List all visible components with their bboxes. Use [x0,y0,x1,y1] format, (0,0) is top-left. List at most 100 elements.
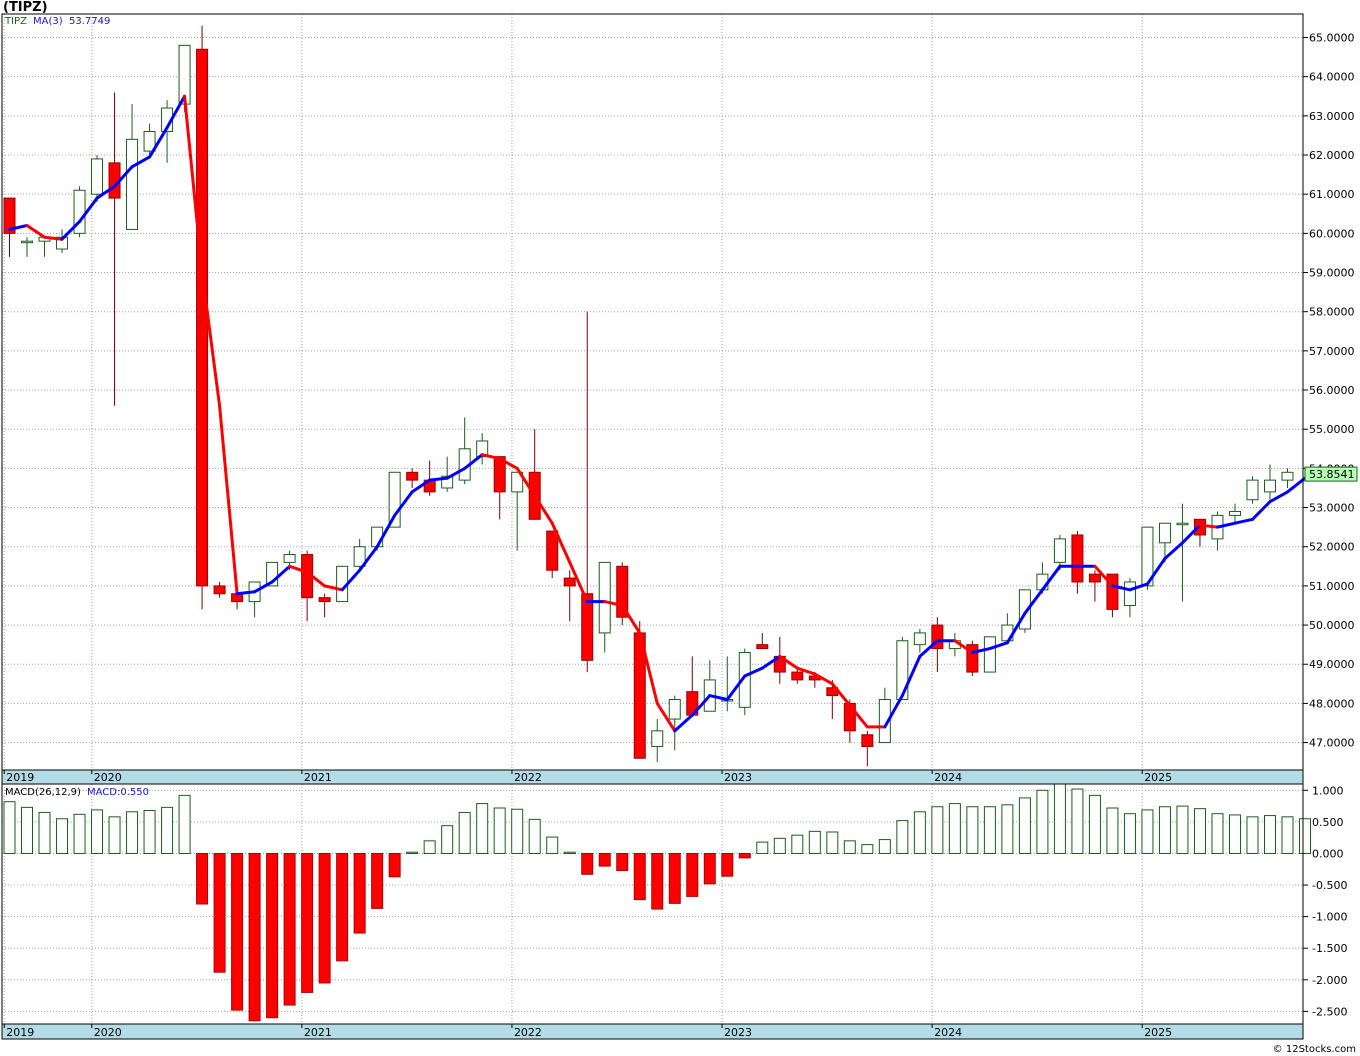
candle [598,561,611,653]
ma-segment [60,220,82,241]
candle-body-up [283,554,296,563]
candle-body-up [1176,522,1189,526]
macd-bar-positive [1123,813,1136,854]
ma-segment [288,564,309,574]
ma-segment [725,674,747,701]
price-tick-label: 62.0000 [1309,149,1355,162]
macd-bar-negative [336,852,349,962]
macd-bar-negative [301,852,314,993]
ma-segment [1198,523,1219,529]
candle [861,730,874,767]
macd-bar-positive [1001,804,1014,854]
ma-segment [463,453,484,470]
ma-segment [25,224,47,239]
candle-body-up [126,138,139,230]
macd-bar-positive [1263,815,1276,854]
macd-bar-positive [808,830,821,854]
last-price-value: 53.8541 [1309,468,1355,481]
candle [931,617,944,673]
candle [791,668,804,684]
candle [1123,578,1136,618]
candle-body-up [738,651,751,708]
candle [1106,573,1119,618]
price-tick-label: 57.0000 [1309,345,1355,358]
candle-body-down [861,734,874,747]
macd-bar-positive [756,841,769,854]
ma-segment [620,603,642,635]
macd-bar-positive [966,806,979,854]
candle [983,636,996,673]
candle-body-up [388,471,401,528]
macd-bar-negative [721,852,734,877]
candle [878,687,891,744]
price-tick-label: 55.0000 [1309,423,1355,436]
macd-bar-positive [1106,807,1119,854]
year-label: 2025 [1144,771,1172,784]
candle-body-up [441,475,454,489]
candle [1176,503,1189,602]
candle [196,25,209,610]
candle [353,538,366,571]
macd-tick-label: -1.500 [1312,942,1347,955]
ma-segment [1040,564,1062,592]
candle-body-up [353,546,366,567]
macd-bar-negative [213,852,226,973]
candle-body-up [511,471,524,493]
year-label: 2022 [514,1026,542,1039]
price-tick-label: 56.0000 [1309,384,1355,397]
ma-segment [165,94,187,130]
macd-bar-positive [38,811,51,854]
candle [406,468,419,488]
macd-bar-negative [668,852,681,904]
candle [581,311,594,673]
candle [756,632,769,650]
candle-body-up [476,440,489,458]
macd-panel-frame [1,783,1304,1040]
ma-segment [305,570,327,588]
ma-segment [200,271,222,408]
macd-bar-positive [126,811,139,854]
candle-body-up [1123,581,1136,606]
ma-segment [1163,541,1184,560]
macd-bar-positive [861,844,874,854]
macd-bar-positive [406,851,419,854]
macd-bar-positive [913,811,926,854]
ma-segment [1128,582,1149,592]
year-label: 2021 [304,1026,332,1039]
candle [668,695,681,751]
candle [1053,534,1066,571]
macd-bar-negative [686,852,699,897]
ma-segment [1145,556,1167,586]
candle-body-up [1228,510,1241,516]
price-tick-label: 60.0000 [1309,227,1355,240]
macd-bar-negative [388,852,401,878]
macd-bar-positive [1036,789,1049,854]
macd-bar-negative [371,852,384,909]
price-tick-label: 50.0000 [1309,619,1355,632]
macd-bar-positive [476,803,489,854]
candle [476,433,489,465]
candle [73,186,86,238]
macd-bar-positive [878,839,891,854]
macd-bar-positive [1211,813,1224,854]
candle-body-up [1053,538,1066,563]
macd-bar-positive [1053,783,1066,854]
candle-body-up [1141,526,1154,587]
ma-segment [253,580,274,594]
candle-body-up [1246,479,1259,501]
candle [651,719,664,763]
macd-bar-negative [738,852,751,859]
macd-value-label: MACD:0.550 [87,787,149,798]
candle-body-up [651,730,664,747]
macd-bar-negative [581,852,594,875]
macd-bar-positive [983,806,996,854]
candle-body-down [581,593,594,661]
ma-segment [323,584,344,592]
macd-label: MACD(26,12,9) [5,787,81,798]
candle [21,237,34,257]
candle-body-down [213,585,226,595]
ma-segment [1215,521,1237,529]
macd-bar-negative [703,852,716,885]
candle-body-down [563,577,576,587]
ma-segment [1268,490,1289,504]
